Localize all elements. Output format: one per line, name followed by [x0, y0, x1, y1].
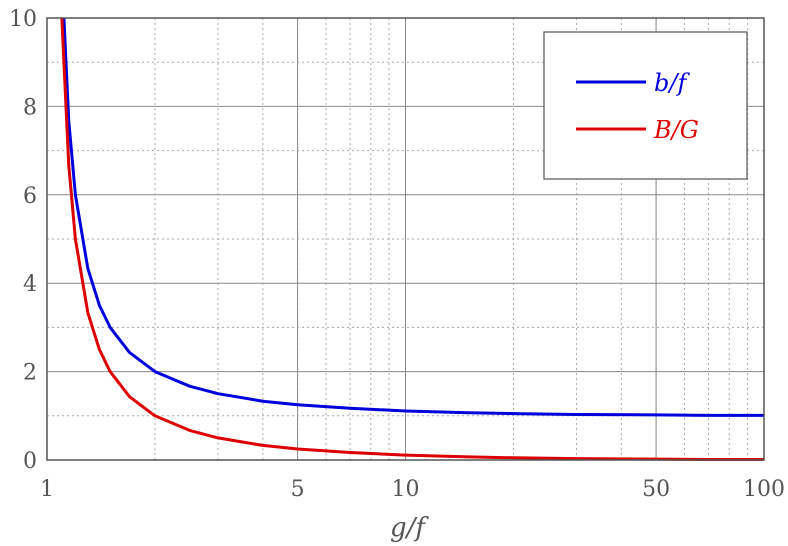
y-tick-label: 10	[9, 7, 37, 32]
y-tick-label: 0	[23, 449, 37, 474]
legend: b/f B/G	[543, 31, 748, 180]
y-tick-label: 4	[23, 272, 37, 297]
legend-label: b/f	[654, 69, 690, 97]
plot-frame	[46, 17, 765, 461]
series-line-b-over-f	[62, 17, 764, 417]
x-tick-label: 1	[40, 477, 54, 502]
x-tick-label: 5	[291, 477, 305, 502]
x-axis-title: g/f	[390, 513, 429, 543]
series-lines	[60, 17, 764, 462]
x-tick-label: 10	[392, 477, 420, 502]
y-tick-label: 8	[23, 95, 37, 120]
legend-box	[543, 31, 748, 180]
series-line-B-over-G	[60, 17, 764, 462]
y-tick-label: 6	[23, 184, 37, 209]
legend-label: B/G	[653, 116, 699, 144]
x-tick-label: 100	[743, 477, 785, 502]
y-tick-label: 2	[23, 361, 37, 386]
tick-labels: 1 5 10 50 100 0 2 4 6 8 10	[9, 7, 785, 502]
x-tick-label: 50	[642, 477, 670, 502]
